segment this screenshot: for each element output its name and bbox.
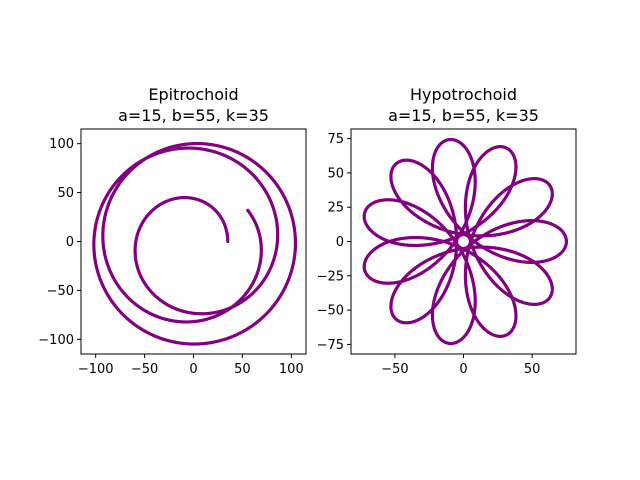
chart-title-line1: Hypotrochoid (410, 85, 517, 104)
y-tick-label: 100 (49, 137, 74, 152)
y-tick-label: 0 (336, 235, 344, 250)
y-tick-label: 0 (66, 235, 74, 250)
chart-title-line1: Epitrochoid (148, 85, 238, 104)
y-tick-label: 75 (327, 132, 344, 147)
y-tick-label: −25 (317, 269, 344, 284)
axis-ticks: −100 −50 0 50 100 −100 −50 0 50 100 (38, 137, 303, 377)
x-tick-label: −50 (381, 362, 408, 377)
chart-title-line2: a=15, b=55, k=35 (388, 106, 539, 125)
hypotrochoid-panel: Hypotrochoid a=15, b=55, k=35 −50 0 50−75−… (317, 85, 577, 377)
axes-frame (350, 128, 577, 355)
x-tick-label: 0 (459, 362, 467, 377)
y-tick-label: 50 (327, 166, 344, 181)
y-tick-label: −50 (317, 304, 344, 319)
y-tick-label: −100 (38, 333, 74, 348)
chart-title-line2: a=15, b=55, k=35 (118, 106, 269, 125)
x-tick-label: −100 (78, 362, 114, 377)
hypotrochoid-curve (362, 137, 569, 346)
x-tick-label: 0 (189, 362, 197, 377)
y-tick-label: −50 (47, 284, 74, 299)
axis-ticks: −50 0 50 −75 −50 −25 0 25 50 75 (317, 132, 541, 377)
y-tick-label: −75 (317, 338, 344, 353)
epitrochoid-panel: Epitrochoid a=15, b=55, k=35 −100 −50 0 50 1… (38, 85, 307, 377)
plot-area (362, 137, 569, 346)
x-tick-label: 100 (279, 362, 304, 377)
epitrochoid-curve (92, 141, 298, 346)
x-tick-label: 50 (234, 362, 251, 377)
x-tick-label: −50 (131, 362, 158, 377)
axes-frame (80, 128, 307, 355)
y-tick-label: 50 (57, 186, 74, 201)
x-tick-label: 50 (524, 362, 541, 377)
plot-area (92, 141, 298, 346)
y-tick-label: 25 (327, 201, 344, 216)
